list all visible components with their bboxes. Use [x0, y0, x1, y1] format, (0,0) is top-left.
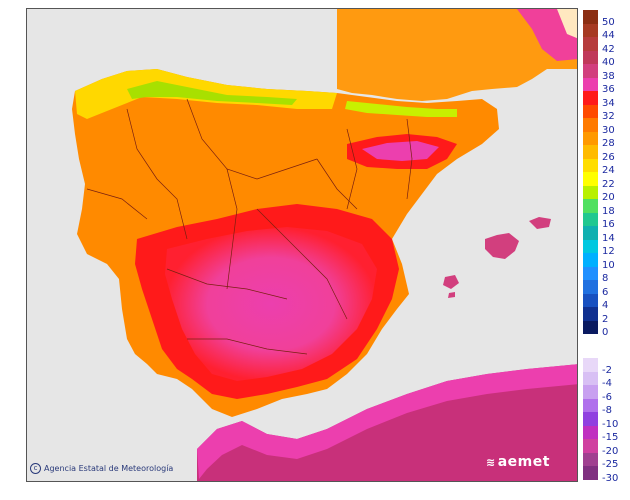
central-core [165, 227, 377, 381]
map-canvas [27, 9, 577, 481]
legend-swatch-pos-10 [583, 145, 598, 159]
legend-label-pos-22: 2 [602, 313, 609, 325]
legend-swatch-pos-13 [583, 185, 598, 199]
north-africa-coast [197, 364, 577, 479]
legend-swatch-pos-14 [583, 199, 598, 213]
aemet-logo-icon: ≋ [486, 455, 496, 469]
ebro-core [362, 141, 439, 161]
legend-swatch-pos-21 [583, 293, 598, 307]
legend-swatch-pos-8 [583, 118, 598, 132]
legend-swatch-neg-8 [583, 466, 598, 480]
legend-swatch-neg-3 [583, 398, 598, 412]
legend-label-pos-23: 0 [602, 327, 609, 338]
france-landmass [337, 9, 577, 101]
legend-label-pos-13: 20 [602, 192, 615, 203]
legend-label-neg-2: -6 [602, 391, 612, 403]
logo-text: aemet [497, 454, 550, 470]
legend-swatch-pos-18 [583, 253, 598, 267]
legend-swatch-neg-5 [583, 425, 598, 439]
legend-swatch-pos-2 [583, 37, 598, 51]
legend-swatch-pos-9 [583, 131, 598, 145]
legend-label-pos-1: 44 [602, 30, 615, 41]
legend-swatch-pos-17 [583, 239, 598, 253]
cantabrian-green [127, 81, 297, 105]
formentera [448, 292, 455, 298]
france-hot-band [517, 9, 577, 61]
legend-swatch-neg-1 [583, 371, 598, 385]
legend-swatch-neg-6 [583, 439, 598, 453]
legend-label-pos-17: 12 [602, 246, 615, 257]
legend-swatch-pos-7 [583, 104, 598, 118]
legend-swatch-pos-22 [583, 307, 598, 321]
legend-label-neg-5: -15 [602, 432, 619, 443]
legend-label-pos-9: 28 [602, 138, 615, 149]
legend-swatch-pos-23 [583, 320, 598, 334]
legend-label-pos-12: 22 [602, 178, 615, 190]
legend-swatch-neg-7 [583, 452, 598, 466]
legend-swatch-pos-3 [583, 50, 598, 64]
legend-swatch-pos-12 [583, 172, 598, 186]
legend-label-pos-7: 32 [602, 111, 615, 122]
legend-swatch-neg-2 [583, 385, 598, 399]
legend-label-pos-21: 4 [602, 300, 609, 311]
legend-label-pos-18: 10 [602, 259, 615, 271]
legend-label-pos-0: 50 [602, 16, 615, 28]
legend-label-pos-2: 42 [602, 43, 615, 55]
menorca [529, 217, 551, 229]
legend-swatch-neg-4 [583, 412, 598, 426]
copyright-icon: c [30, 463, 41, 474]
legend-label-pos-15: 16 [602, 219, 615, 230]
legend-swatch-pos-4 [583, 64, 598, 78]
legend-label-pos-5: 36 [602, 84, 615, 95]
legend-label-neg-1: -4 [602, 378, 612, 389]
legend-swatch-pos-1 [583, 23, 598, 37]
legend-label-pos-10: 26 [602, 151, 615, 163]
credit-line: c Agencia Estatal de Meteorología [30, 463, 173, 474]
legend-label-neg-8: -30 [602, 472, 619, 484]
legend-label-pos-14: 18 [602, 205, 615, 217]
legend-swatch-pos-5 [583, 77, 598, 91]
credit-text: Agencia Estatal de Meteorología [44, 464, 174, 473]
legend-label-pos-20: 6 [602, 286, 609, 298]
temperature-map [26, 8, 578, 482]
legend-label-neg-7: -25 [602, 459, 619, 470]
aemet-logo: ≋ aemet [486, 454, 550, 470]
legend-swatch-pos-0 [583, 10, 598, 24]
pyrenees-band [345, 101, 457, 117]
legend-swatch-pos-19 [583, 266, 598, 280]
region-borders [86, 98, 413, 355]
mallorca [485, 233, 519, 259]
legend-label-neg-4: -10 [602, 418, 619, 430]
legend-swatch-pos-16 [583, 226, 598, 240]
legend-swatch-pos-20 [583, 280, 598, 294]
france-coast-pale [557, 9, 577, 39]
legend-label-neg-3: -8 [602, 405, 612, 416]
legend-label-neg-6: -20 [602, 445, 619, 457]
legend-swatch-pos-11 [583, 158, 598, 172]
legend-label-pos-19: 8 [602, 273, 609, 284]
legend-label-pos-3: 40 [602, 57, 615, 68]
legend-swatch-neg-0 [583, 358, 598, 372]
ibiza [443, 275, 459, 289]
legend-label-pos-4: 38 [602, 70, 615, 82]
legend-swatch-pos-15 [583, 212, 598, 226]
legend-label-pos-11: 24 [602, 165, 615, 176]
legend-label-pos-6: 34 [602, 97, 615, 109]
legend-label-pos-8: 30 [602, 124, 615, 136]
legend-label-pos-16: 14 [602, 232, 615, 244]
legend-label-neg-0: -2 [602, 364, 612, 376]
legend-swatch-pos-6 [583, 91, 598, 105]
